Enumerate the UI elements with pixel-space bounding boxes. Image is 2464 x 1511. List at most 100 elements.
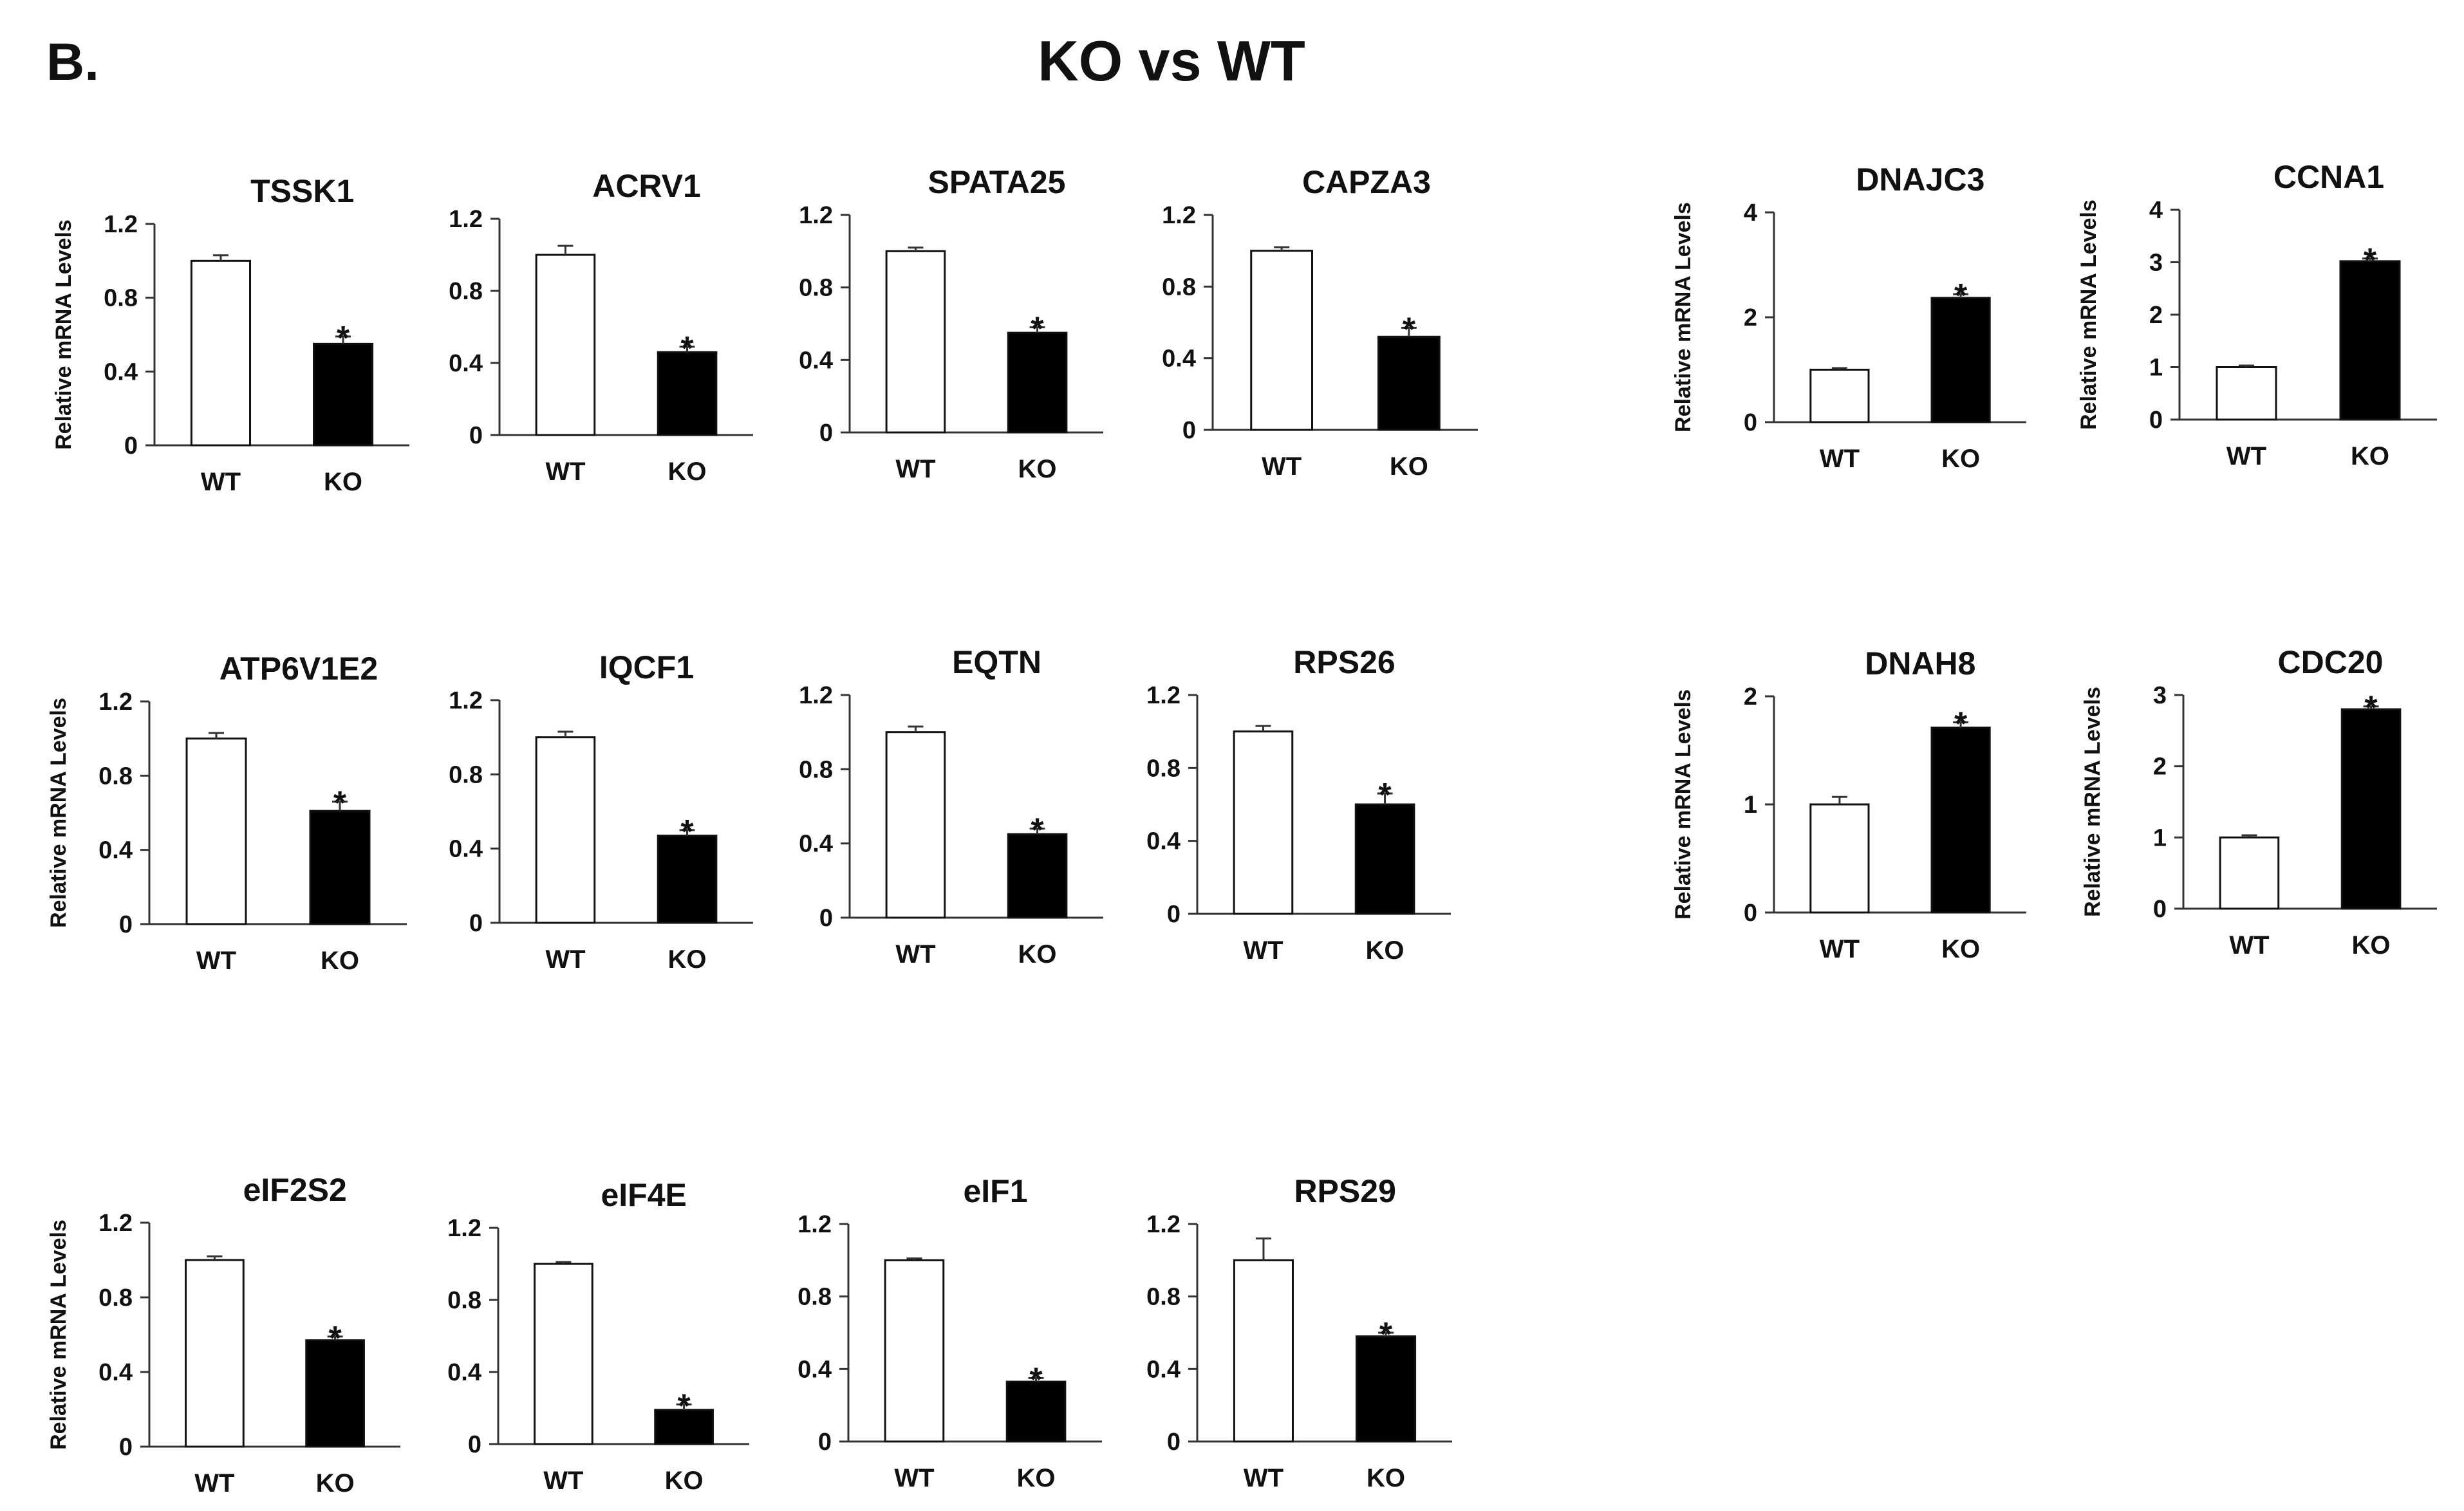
y-tick-label: 1: [1744, 792, 1757, 819]
y-tick-label: 1.2: [1146, 1211, 1181, 1238]
significance-marker: *: [1379, 1316, 1393, 1353]
y-axis-label: Relative mRNA Levels: [2077, 199, 2101, 430]
y-tick-label: 0.4: [104, 358, 138, 385]
x-tick-label: KO: [1941, 935, 1980, 963]
bar-wt: [2216, 366, 2277, 421]
chart-atp6v1e2: ATP6V1E2 Relative mRNA Levels 0 0.4 0.8 1.2 WT…: [46, 651, 407, 975]
y-tick-label: 2: [2149, 302, 2163, 329]
y-tick-label: 0.8: [1146, 1284, 1181, 1311]
x-tick-label: WT: [1243, 936, 1283, 965]
y-tick-label: 1.2: [799, 202, 833, 229]
y-tick-label: 0.8: [1146, 755, 1181, 782]
significance-marker: *: [333, 785, 347, 822]
chart-capza3: CAPZA3 0 0.4 0.8 1.2 WT * KO: [1162, 164, 1478, 481]
x-tick-label: WT: [545, 945, 585, 974]
y-axis-label: Relative mRNA Levels: [46, 1219, 71, 1450]
y-tick-label: 0: [819, 905, 833, 932]
y-axis-label: Relative mRNA Levels: [46, 698, 71, 928]
bar-ko: [309, 810, 371, 925]
bar-ko: [1930, 727, 1991, 914]
y-tick-label: 0: [2149, 407, 2163, 434]
bar-ko: [1354, 803, 1415, 915]
chart-title: RPS26: [1293, 644, 1395, 680]
x-tick-label: KO: [668, 458, 707, 486]
bar-ko: [2340, 708, 2402, 910]
y-tick-label: 0: [819, 420, 833, 447]
bar-wt: [185, 737, 247, 925]
x-tick-label: WT: [201, 468, 241, 496]
x-tick-label: KO: [1366, 936, 1405, 965]
bar-wt: [535, 254, 596, 436]
bar-ko: [313, 342, 374, 447]
y-tick-label: 3: [2153, 682, 2167, 709]
y-tick-label: 0.4: [447, 1359, 481, 1386]
significance-marker: *: [1954, 277, 1968, 315]
y-tick-label: 0: [1182, 417, 1196, 444]
x-tick-label: KO: [1941, 445, 1980, 473]
y-tick-label: 1.2: [1146, 682, 1181, 709]
y-tick-label: 1.2: [449, 206, 483, 233]
x-tick-label: WT: [1262, 452, 1302, 481]
y-axis-label: Relative mRNA Levels: [51, 219, 76, 450]
x-tick-label: WT: [545, 458, 585, 486]
y-tick-label: 0: [1167, 901, 1181, 928]
significance-marker: *: [1378, 777, 1392, 814]
chart-title: ATP6V1E2: [219, 651, 378, 687]
chart-acrv1: ACRV1 0 0.4 0.8 1.2 WT * KO: [449, 168, 753, 486]
y-tick-label: 0.8: [104, 285, 138, 312]
y-tick-label: 1.2: [798, 1211, 832, 1238]
y-tick-label: 1.2: [799, 682, 833, 709]
y-tick-label: 1.2: [1162, 202, 1196, 229]
y-tick-label: 0.4: [799, 831, 833, 858]
y-tick-label: 0.8: [799, 756, 833, 783]
chart-title: SPATA25: [928, 164, 1066, 200]
significance-marker: *: [1403, 311, 1416, 348]
chart-title: ACRV1: [592, 168, 701, 204]
chart-title: TSSK1: [250, 173, 354, 209]
y-tick-label: 3: [2149, 250, 2163, 277]
significance-marker: *: [1029, 1361, 1043, 1398]
bar-wt: [885, 731, 946, 919]
x-tick-label: KO: [1018, 455, 1057, 483]
y-tick-label: 0.8: [1162, 273, 1196, 301]
y-tick-label: 2: [2153, 754, 2167, 781]
chart-title: eIF2S2: [243, 1172, 347, 1208]
bar-ko: [305, 1339, 365, 1448]
chart-eif2s2: eIF2S2 Relative mRNA Levels 0 0.4 0.8 1.2 WT * K…: [46, 1172, 400, 1497]
bar-ko: [2339, 260, 2401, 421]
chart-title: EQTN: [952, 644, 1041, 680]
bar-ko: [1007, 331, 1068, 434]
bar-wt: [190, 259, 252, 447]
x-tick-label: WT: [1244, 1464, 1283, 1492]
chart-title: eIF4E: [601, 1177, 686, 1213]
significance-marker: *: [1954, 705, 1968, 743]
bar-wt: [2219, 836, 2280, 910]
chart-iqcf1: IQCF1 0 0.4 0.8 1.2 WT * KO: [449, 649, 753, 974]
bar-wt: [885, 250, 946, 434]
y-tick-label: 1.2: [98, 689, 133, 716]
significance-marker: *: [2364, 242, 2377, 279]
y-tick-label: 4: [2149, 197, 2163, 224]
x-tick-label: KO: [1390, 452, 1428, 481]
significance-marker: *: [337, 320, 350, 357]
x-tick-label: KO: [665, 1467, 704, 1495]
chart-title: DNAJC3: [1856, 162, 1984, 198]
x-tick-label: KO: [2351, 442, 2389, 470]
y-tick-label: 0.4: [98, 837, 133, 864]
chart-rps26: RPS26 0 0.4 0.8 1.2 WT * KO: [1146, 644, 1451, 965]
bar-wt: [534, 1263, 593, 1445]
y-tick-label: 0: [469, 422, 483, 449]
y-axis-label: Relative mRNA Levels: [1671, 689, 1695, 920]
significance-marker: *: [1031, 311, 1044, 348]
x-tick-label: KO: [1018, 940, 1057, 969]
x-tick-label: KO: [1017, 1464, 1056, 1492]
x-tick-label: WT: [543, 1467, 583, 1495]
y-tick-label: 2: [1744, 683, 1757, 710]
y-tick-label: 0: [2153, 896, 2167, 923]
bar-wt: [1809, 369, 1870, 423]
significance-marker: *: [1031, 812, 1044, 849]
significance-marker: *: [328, 1320, 342, 1357]
chart-title: RPS29: [1294, 1173, 1395, 1209]
y-tick-label: 0.8: [798, 1284, 832, 1311]
